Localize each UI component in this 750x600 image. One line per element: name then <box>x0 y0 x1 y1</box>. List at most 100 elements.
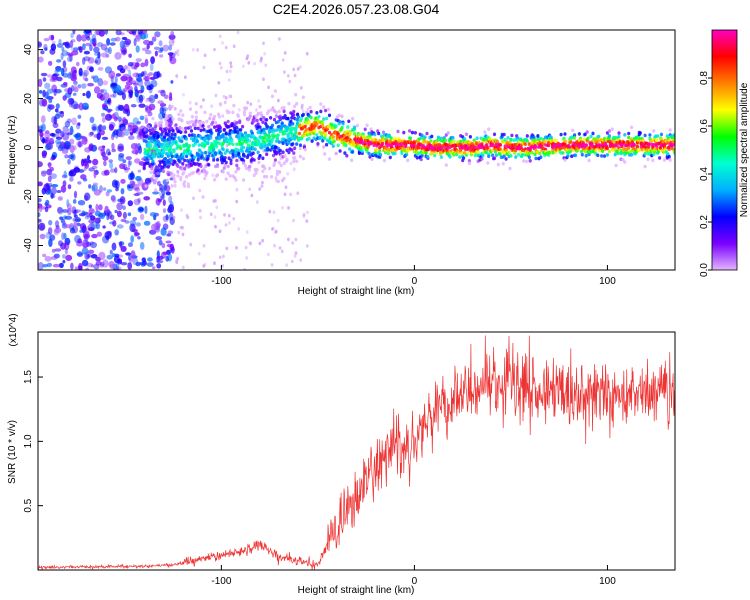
ridge-cell <box>197 153 201 157</box>
noise-cell <box>263 51 266 56</box>
noise-cell <box>85 90 91 99</box>
ridge-cell <box>655 138 659 142</box>
ridge-cell <box>355 123 360 128</box>
ridge-cell <box>167 129 171 134</box>
noise-cell <box>128 184 134 189</box>
noise-cell <box>162 44 169 52</box>
noise-cell <box>224 223 228 227</box>
noise-cell <box>59 110 64 114</box>
ridge-cell <box>308 130 312 134</box>
ridge-cell <box>252 173 256 178</box>
colorbar-gradient <box>711 29 738 271</box>
ridge-cell <box>402 130 406 135</box>
noise-cell <box>48 219 53 226</box>
noise-cell <box>302 214 306 219</box>
noise-cell <box>43 43 48 51</box>
noise-cell <box>202 98 205 102</box>
noise-cell <box>250 193 254 198</box>
noise-cell <box>143 76 148 81</box>
ridge-cell <box>574 153 578 158</box>
ridge-cell <box>218 125 222 130</box>
noise-cell <box>88 227 95 232</box>
ridge-cell <box>294 92 298 97</box>
ridge-cell <box>321 139 325 143</box>
ridge-cell <box>144 184 148 188</box>
ridge-cell <box>486 161 490 165</box>
ridge-cell <box>147 140 151 145</box>
noise-cell <box>69 227 76 234</box>
ridge-cell <box>562 136 566 141</box>
ridge-cell <box>184 130 188 134</box>
noise-cell <box>109 249 113 255</box>
noise-cell <box>196 48 200 52</box>
noise-cell <box>111 113 116 120</box>
ridge-cell <box>145 98 149 103</box>
noise-cell <box>80 174 87 180</box>
ridge-cell <box>162 135 166 139</box>
ridge-cell <box>463 137 467 141</box>
noise-cell <box>202 244 206 248</box>
ridge-cell <box>183 180 187 184</box>
noise-cell <box>144 117 149 124</box>
noise-cell <box>245 230 249 234</box>
noise-cell <box>92 182 99 186</box>
ridge-cell <box>146 161 150 166</box>
ridge-cell <box>632 143 637 147</box>
noise-cell <box>225 246 229 251</box>
ridge-cell <box>166 133 170 137</box>
noise-cell <box>67 207 72 216</box>
noise-cell <box>108 124 114 131</box>
noise-cell <box>143 196 151 201</box>
noise-cell <box>108 70 116 79</box>
colorbar: 0.0 0.2 0.4 0.6 0.8 Normalized spectral ampl… <box>699 29 750 277</box>
ridge-cell <box>322 117 326 121</box>
y-tick-label: 20 <box>23 93 34 105</box>
noise-cell <box>125 252 131 256</box>
ridge-cell <box>353 132 357 136</box>
noise-cell <box>115 180 120 189</box>
noise-cell <box>85 42 92 47</box>
noise-cell <box>298 146 302 150</box>
noise-cell <box>268 209 272 214</box>
ridge-cell <box>177 112 181 117</box>
ridge-cell <box>196 126 200 131</box>
ridge-cell <box>179 146 183 151</box>
noise-cell <box>93 75 99 83</box>
noise-cell <box>49 166 54 172</box>
ridge-cell <box>234 178 238 182</box>
noise-cell <box>128 53 132 58</box>
noise-cell <box>103 160 107 167</box>
ridge-cell <box>617 134 621 139</box>
noise-cell <box>149 63 154 72</box>
noise-cell <box>129 180 136 186</box>
ridge-cell <box>155 140 159 144</box>
noise-cell <box>90 241 97 249</box>
noise-cell <box>63 82 68 86</box>
noise-cell <box>102 103 107 109</box>
ridge-cell <box>223 100 227 105</box>
noise-cell <box>78 141 82 148</box>
noise-cell <box>137 236 141 240</box>
ridge-cell <box>275 172 279 177</box>
noise-cell <box>125 156 132 161</box>
ridge-cell <box>273 89 277 93</box>
noise-cell <box>133 82 139 86</box>
noise-cell <box>50 192 54 199</box>
ridge-cell <box>534 138 538 142</box>
ridge-cell <box>235 121 239 125</box>
ridge-cell <box>180 167 184 171</box>
ridge-cell <box>224 160 228 165</box>
noise-cell <box>111 197 117 203</box>
noise-cell <box>111 148 116 153</box>
noise-cell <box>291 241 295 245</box>
ridge-cell <box>182 152 186 156</box>
noise-cell <box>131 124 138 132</box>
ridge-cell <box>584 153 588 158</box>
ridge-cell <box>623 160 627 164</box>
noise-cell <box>73 87 79 93</box>
ridge-cell <box>408 129 412 133</box>
noise-cell <box>236 30 240 35</box>
ridge-cell <box>195 139 199 144</box>
noise-cell <box>292 167 296 171</box>
